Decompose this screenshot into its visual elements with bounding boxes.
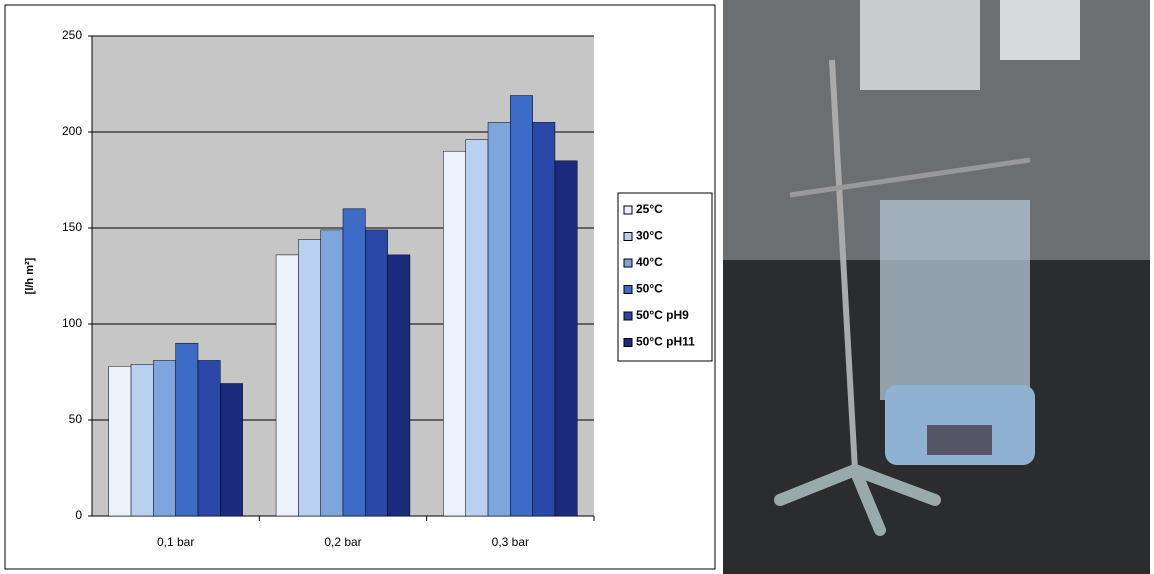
y-tick-label: 200 [62,124,82,138]
bar [533,122,555,516]
bar [321,230,343,516]
legend-swatch [624,206,632,214]
legend-swatch [624,339,632,347]
bar [298,240,320,516]
legend-label: 50°C [636,282,663,296]
y-axis-label: [l/h m²] [24,257,36,294]
photo [723,0,1150,574]
legend-label: 50°C pH11 [636,335,695,349]
bar [388,255,410,516]
photo-beaker [880,200,1030,400]
y-tick-label: 100 [62,316,82,330]
x-tick-label: 0,3 bar [492,535,529,549]
bar [466,140,488,516]
bar [343,209,365,516]
y-tick-label: 0 [75,508,82,522]
legend-swatch [624,286,632,294]
bar [510,96,532,516]
legend-label: 40°C [636,255,663,269]
bar [220,384,242,516]
bar [365,230,387,516]
bar [555,161,577,516]
legend-label: 30°C [636,229,663,243]
figure: [l/h m²] 0 50 100 150 200 250 0,1 bar 0,2 bar 0,… [0,0,1154,574]
x-tick-label: 0,2 bar [324,535,361,549]
bar [198,360,220,516]
x-tick-label: 0,1 bar [157,535,194,549]
legend-label: 50°C pH9 [636,308,689,322]
photo-controller [1000,0,1080,60]
y-tick-label: 150 [62,220,82,234]
bar [153,360,175,516]
bar [109,366,131,516]
photo-device [860,0,980,90]
bar [443,151,465,516]
photo-display [927,425,992,455]
bar [131,364,153,516]
page: {"chart_data": {"type": "bar", "y_label"… [0,0,1154,574]
y-tick-label: 250 [62,28,82,42]
y-tick-label: 50 [69,412,83,426]
legend-swatch [624,259,632,267]
legend-swatch [624,312,632,320]
bar [488,122,510,516]
bar [276,255,298,516]
bar [176,343,198,516]
legend-label: 25°C [636,202,663,216]
legend-swatch [624,233,632,241]
